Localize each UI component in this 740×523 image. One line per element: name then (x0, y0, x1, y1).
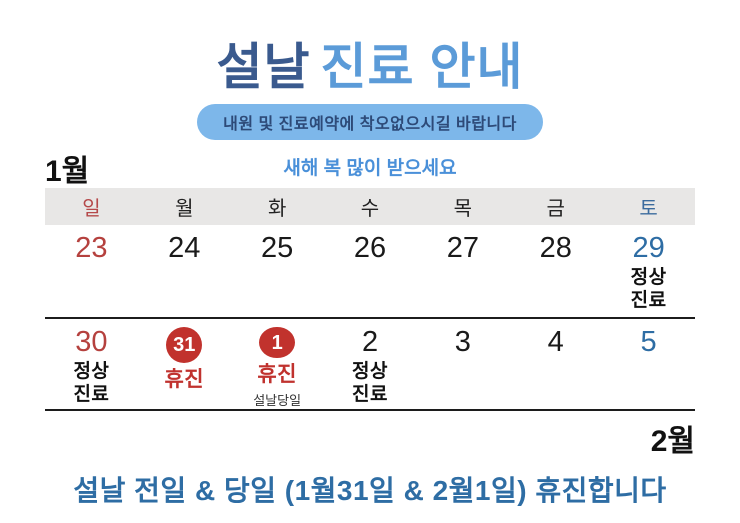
new-year-greeting: 새해 복 많이 받으세요 (283, 158, 457, 179)
normal-hours-note-line1: 정상 (352, 360, 388, 382)
seollal-day-subnote: 설날당일 (253, 393, 302, 408)
weekday-friday: 금 (546, 198, 565, 220)
day-number: 5 (640, 326, 657, 358)
day-number: 29 (632, 232, 665, 264)
weekday-sunday: 일 (82, 198, 101, 220)
day-number: 3 (454, 326, 471, 358)
day-cell-feb3: 3 (416, 319, 509, 409)
weekday-header-row: 일 월 화 수 목 금 토 (45, 188, 695, 225)
normal-hours-note-line1: 정상 (73, 360, 110, 382)
weekday-wednesday: 수 (360, 198, 380, 220)
day-cell-jan26: 26 (324, 225, 417, 317)
footer-holiday-notice: 설날 전일 & 당일 (1월31일 & 2월1일) 휴진합니다 (73, 475, 667, 506)
weekday-monday: 월 (175, 198, 194, 220)
weekday-saturday: 토 (639, 198, 658, 220)
normal-hours-note-line2: 진료 (352, 384, 388, 406)
day-cell-feb2: 2 정상 진료 (324, 319, 417, 409)
weekday-thursday: 목 (453, 198, 473, 220)
day-number: 27 (446, 232, 479, 264)
day-cell-jan24: 24 (138, 225, 231, 317)
month-greeting-row: 1월 새해 복 많이 받으세요 (0, 146, 740, 188)
page-title: 설날 진료 안내 (0, 40, 740, 95)
normal-hours-note-line2: 진료 (630, 290, 667, 312)
holiday-circle-badge: 31 (166, 327, 203, 363)
day-cell-jan27: 27 (416, 225, 509, 317)
day-cell-feb5: 5 (602, 319, 695, 409)
day-cell-jan28: 28 (509, 225, 602, 317)
day-number: 4 (547, 326, 564, 358)
day-cell-jan23: 23 (45, 225, 138, 317)
title-seollal: 설날 (216, 39, 311, 95)
closed-note: 휴진 (257, 363, 297, 387)
subtitle-pill: 내원 및 진료예약에 착오없으시길 바랍니다 (197, 104, 543, 140)
month-label-january: 1월 (45, 155, 90, 188)
day-cell-jan31: 31 휴진 (138, 319, 231, 409)
day-number: 2 (361, 326, 379, 358)
title-clinic-info: 진료 안내 (320, 39, 524, 95)
day-cell-jan30: 30 정상 진료 (45, 319, 138, 409)
day-cell-jan29: 29 정상 진료 (602, 225, 695, 317)
normal-hours-note-line2: 진료 (73, 384, 110, 406)
day-cell-feb4: 4 (509, 319, 602, 409)
day-cell-feb1: 1 휴진 설날당일 (231, 319, 324, 409)
title-block: 설날 진료 안내 내원 및 진료예약에 착오없으시길 바랍니다 (0, 0, 740, 140)
day-number: 23 (75, 232, 108, 264)
closed-note: 휴진 (164, 368, 205, 391)
calendar-week-1: 23 24 25 26 27 28 29 정상 진료 (45, 225, 695, 319)
month-label-february: 2월 (650, 425, 695, 458)
day-number: 25 (261, 232, 294, 264)
day-number: 24 (168, 232, 201, 264)
holiday-circle-badge: 1 (259, 327, 296, 359)
day-number: 26 (353, 232, 387, 264)
weekday-tuesday: 화 (267, 198, 287, 220)
day-number: 28 (539, 232, 572, 264)
day-number: 30 (75, 326, 108, 358)
day-cell-jan25: 25 (231, 225, 324, 317)
calendar: 일 월 화 수 목 금 토 23 24 25 26 27 (45, 188, 695, 411)
normal-hours-note-line1: 정상 (630, 266, 667, 288)
subtitle-text: 내원 및 진료예약에 착오없으시길 바랍니다 (223, 116, 517, 133)
calendar-week-2: 30 정상 진료 31 휴진 1 휴진 설날당일 2 정상 진료 3 (45, 319, 695, 411)
